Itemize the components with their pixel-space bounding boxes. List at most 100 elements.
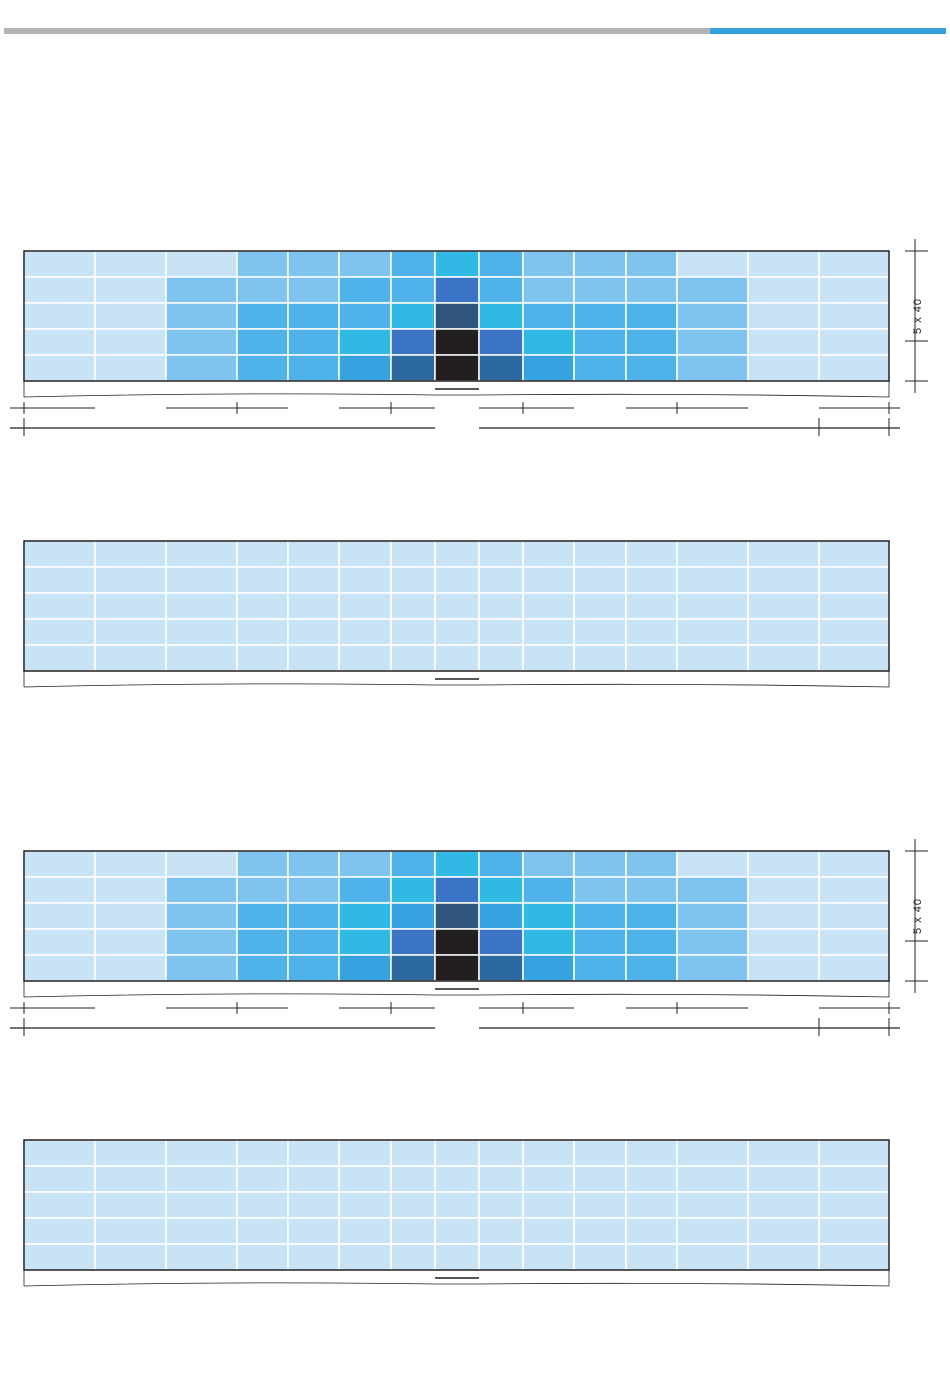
grid-cell bbox=[747, 328, 820, 356]
grid-cell bbox=[478, 928, 524, 956]
grid-cell bbox=[747, 592, 820, 620]
grid-cell bbox=[573, 250, 627, 278]
grid-cell bbox=[165, 850, 238, 878]
grid-cell bbox=[236, 618, 289, 646]
grid-cell bbox=[94, 1217, 167, 1245]
grid-cell bbox=[23, 250, 96, 278]
grid-cell bbox=[287, 1217, 340, 1245]
grid-cell bbox=[23, 618, 96, 646]
grid-cell bbox=[23, 276, 96, 304]
grid-cell bbox=[165, 1243, 238, 1271]
grid-cell bbox=[236, 354, 289, 382]
grid-cell bbox=[625, 592, 678, 620]
grid-cell bbox=[338, 566, 392, 594]
grid-cell bbox=[390, 1243, 436, 1271]
grid-cell bbox=[390, 250, 436, 278]
grid-cell bbox=[818, 1243, 890, 1271]
grid-cell bbox=[818, 1191, 890, 1219]
grid-cell bbox=[676, 1191, 749, 1219]
grid-cell bbox=[747, 1243, 820, 1271]
grid-cell bbox=[236, 328, 289, 356]
grid-cell bbox=[818, 618, 890, 646]
grid-frame bbox=[23, 850, 890, 982]
grid-cell bbox=[573, 644, 627, 672]
grid-cell bbox=[478, 902, 524, 930]
grid-base bbox=[23, 981, 890, 998]
grid-cell bbox=[236, 1191, 289, 1219]
grid-cell bbox=[478, 276, 524, 304]
grid-cell bbox=[390, 876, 436, 904]
grid-cell bbox=[23, 328, 96, 356]
grid-cell bbox=[236, 644, 289, 672]
grid-cell bbox=[676, 618, 749, 646]
grid-cell bbox=[573, 276, 627, 304]
grid-cell bbox=[165, 250, 238, 278]
grid-cell bbox=[434, 566, 480, 594]
top-bar-blue bbox=[710, 28, 946, 34]
grid-cell bbox=[23, 592, 96, 620]
grid-cell bbox=[23, 1165, 96, 1193]
grid-cell bbox=[165, 1139, 238, 1167]
grid-cell bbox=[287, 1243, 340, 1271]
grid-cell bbox=[338, 250, 392, 278]
grid-cell bbox=[338, 1139, 392, 1167]
grid-cell bbox=[434, 1217, 480, 1245]
grid-cell bbox=[434, 250, 480, 278]
grid-cell bbox=[818, 1139, 890, 1167]
grid-cell bbox=[676, 876, 749, 904]
grid-cell bbox=[165, 876, 238, 904]
grid-cell bbox=[236, 540, 289, 568]
grid-cell bbox=[625, 302, 678, 330]
grid-cell bbox=[478, 1191, 524, 1219]
grid-cell bbox=[287, 902, 340, 930]
grid-cell bbox=[390, 566, 436, 594]
grid-cell bbox=[747, 618, 820, 646]
grid-cell bbox=[522, 618, 575, 646]
grid-cell bbox=[338, 850, 392, 878]
grid-cell bbox=[434, 954, 480, 982]
grid-cell bbox=[434, 1191, 480, 1219]
grid-cell bbox=[390, 1139, 436, 1167]
grid-cell bbox=[23, 566, 96, 594]
grid-cell bbox=[236, 1139, 289, 1167]
grid-cell bbox=[23, 302, 96, 330]
grid-cell bbox=[478, 1165, 524, 1193]
grid-cell bbox=[94, 328, 167, 356]
grid-cell bbox=[390, 954, 436, 982]
grid-cell bbox=[434, 928, 480, 956]
grid-frame bbox=[23, 250, 890, 382]
grid-cell bbox=[94, 1191, 167, 1219]
grid-cell bbox=[287, 592, 340, 620]
grid-cell bbox=[522, 540, 575, 568]
grid-cell bbox=[573, 1191, 627, 1219]
top-bar-gray bbox=[4, 28, 710, 34]
grid-cell bbox=[818, 302, 890, 330]
grid-cell bbox=[625, 1243, 678, 1271]
grid-cell bbox=[676, 954, 749, 982]
grid-cell bbox=[165, 276, 238, 304]
grid-cell bbox=[390, 328, 436, 356]
grid-cell bbox=[478, 876, 524, 904]
grid-cell bbox=[434, 618, 480, 646]
grid-cell bbox=[23, 644, 96, 672]
grid-cell bbox=[747, 928, 820, 956]
grid-cell bbox=[165, 328, 238, 356]
grid-cell bbox=[287, 1191, 340, 1219]
grid-cell bbox=[94, 354, 167, 382]
grid-cell bbox=[390, 850, 436, 878]
grid-cell bbox=[522, 354, 575, 382]
grid-cell bbox=[478, 1139, 524, 1167]
grid-cell bbox=[522, 1165, 575, 1193]
grid-cell bbox=[747, 876, 820, 904]
grid-cell bbox=[522, 1217, 575, 1245]
grid-cell bbox=[625, 540, 678, 568]
grid-cell bbox=[818, 1217, 890, 1245]
grid-cell bbox=[390, 644, 436, 672]
grid-cell bbox=[94, 276, 167, 304]
grid-cell bbox=[573, 928, 627, 956]
grid-cell bbox=[338, 328, 392, 356]
grid-cell bbox=[236, 928, 289, 956]
grid-cell bbox=[573, 328, 627, 356]
grid-cell bbox=[165, 354, 238, 382]
